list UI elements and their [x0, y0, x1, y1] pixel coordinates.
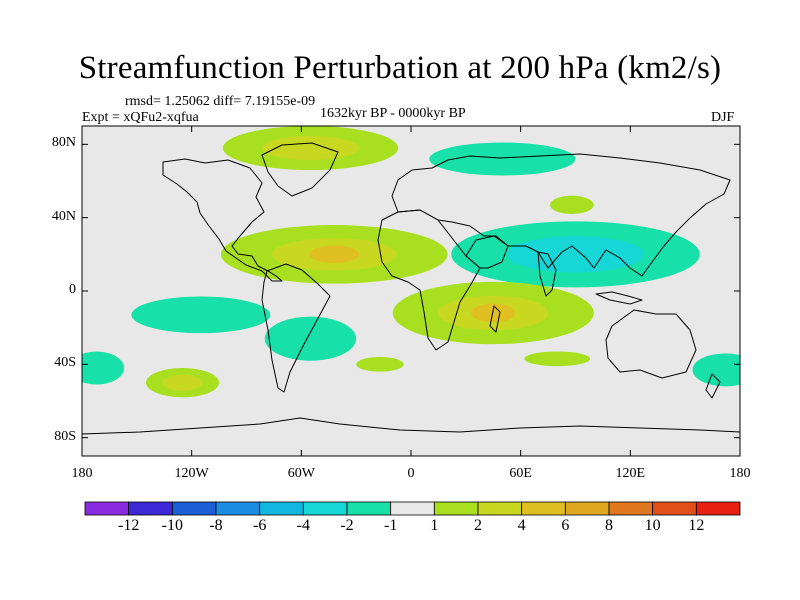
anomaly-region-8 [145, 368, 220, 398]
anomaly-region-3 [220, 225, 448, 284]
colorbar-label-3: -6 [252, 517, 267, 534]
colorbar-swatch-2 [171, 501, 217, 516]
colorbar-swatch-13 [652, 501, 697, 516]
colorbar-swatch-0 [84, 501, 130, 516]
coast-eurasia [391, 153, 731, 277]
anomaly-region-7 [264, 316, 357, 361]
colorbar-label-4: -4 [296, 517, 310, 534]
colorbar-label-7: 1 [430, 517, 439, 534]
colorbar-label-6: -1 [383, 517, 398, 534]
colorbar-label-5: -2 [340, 517, 354, 534]
x-tick-label-3: 0 [407, 466, 415, 481]
anomaly-region-12 [692, 353, 740, 387]
coast-north-america [162, 158, 283, 282]
x-tick-label-6: 180 [729, 466, 751, 481]
x-tick-marks [81, 126, 741, 456]
colorbar-swatch-12 [608, 501, 654, 516]
season-label: DJF [711, 110, 735, 125]
y-tick-label-3: 40S [54, 355, 76, 371]
x-tick-label-0: 180 [71, 466, 93, 481]
colorbar-label-13: 12 [688, 517, 705, 534]
x-tick-label-5: 120E [615, 466, 646, 481]
x-tick-label-1: 120W [174, 466, 209, 481]
y-tick-marks [82, 143, 740, 439]
y-tick-label-1: 40N [51, 208, 76, 224]
chart-title: Streamfunction Perturbation at 200 hPa (… [78, 50, 722, 86]
coastline-layer [82, 142, 740, 435]
anomaly-layer [82, 126, 740, 398]
y-tick-label-2: 0 [69, 282, 76, 297]
colorbar-swatch-10 [521, 501, 566, 516]
anomaly-region-0 [222, 126, 399, 170]
coast-madagascar [489, 305, 501, 333]
colorbar-swatch-7 [390, 501, 435, 516]
coast-new-zealand [705, 373, 721, 399]
colorbar-swatch-8 [433, 501, 479, 516]
colorbar-swatch-3 [215, 501, 261, 516]
coast-arabia [465, 235, 509, 269]
colorbar-swatch-9 [477, 501, 523, 516]
colorbar-label-8: 2 [474, 517, 482, 534]
colorbar [84, 501, 741, 516]
coast-australia [605, 309, 697, 379]
colorbar-swatch-11 [564, 501, 610, 516]
coast-south-america [261, 263, 331, 393]
anomaly-region-4 [451, 221, 700, 288]
anomaly-region-10 [524, 351, 591, 367]
colorbar-swatch-1 [128, 501, 173, 516]
colorbar-swatch-5 [302, 501, 348, 516]
coast-greenland [261, 142, 339, 197]
colorbar-label-0: -12 [117, 517, 140, 534]
x-tick-label-2: 60W [287, 466, 315, 481]
plot-background [82, 126, 740, 456]
anomaly-region-5 [392, 281, 594, 345]
coast-indonesia [595, 291, 643, 305]
colorbar-label-1: -10 [161, 517, 183, 534]
anomaly-region-1 [429, 142, 576, 176]
colorbar-label-11: 8 [605, 517, 613, 534]
period-label: 1632kyr BP - 0000kyr BP [320, 106, 466, 121]
colorbar-label-12: 10 [644, 517, 661, 534]
colorbar-swatch-14 [695, 501, 741, 516]
anomaly-region-6 [131, 296, 271, 334]
colorbar-label-10: 6 [561, 517, 570, 534]
colorbar-swatch-6 [346, 501, 392, 516]
experiment-label: Expt = xQFu2-xqfua [82, 110, 199, 125]
coast-india [537, 251, 557, 297]
x-tick-label-4: 60E [509, 466, 532, 481]
anomaly-region-2 [549, 195, 594, 214]
y-tick-label-0: 80N [51, 135, 76, 151]
colorbar-swatch-4 [259, 501, 304, 516]
y-tick-label-4: 80S [54, 428, 76, 444]
anomaly-region-11 [82, 351, 125, 385]
coast-africa [377, 209, 481, 351]
colorbar-label-2: -8 [209, 517, 223, 534]
stats-line: rmsd= 1.25062 diff= 7.19155e-09 [125, 94, 316, 109]
anomaly-region-9 [356, 357, 404, 372]
colorbar-label-9: 4 [517, 517, 526, 534]
coast-antarctica [82, 417, 740, 435]
